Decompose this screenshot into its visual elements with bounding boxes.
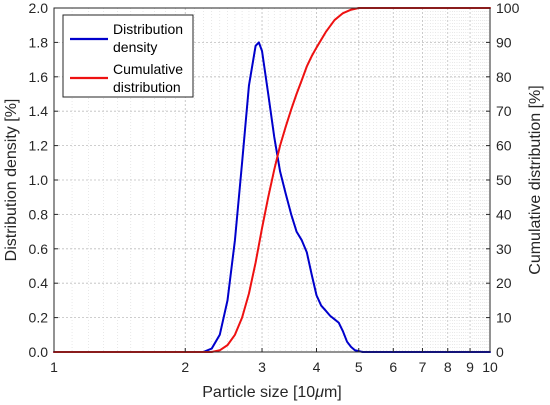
legend-label-density-line1: Distribution [113, 21, 183, 37]
legend: Distribution density Cumulative distribu… [62, 14, 194, 98]
y-right-tick-label: 20 [496, 275, 512, 291]
legend-label-density-line2: density [113, 39, 157, 55]
y-right-tick-label: 10 [496, 310, 512, 326]
y-right-tick-label: 40 [496, 206, 512, 222]
y-right-tick-label: 60 [496, 138, 512, 154]
series-line-cumulative [53, 7, 491, 353]
x-tick-label: 2 [181, 359, 189, 375]
x-tick-label: 4 [313, 359, 321, 375]
series-line-density [53, 41, 491, 353]
x-tick-label: 3 [258, 359, 266, 375]
y-left-tick-label: 1.0 [29, 172, 49, 188]
y-right-axis-title: Cumulative distribution [%] [527, 85, 544, 274]
y-left-tick-label: 1.8 [29, 34, 49, 50]
legend-box [62, 14, 194, 98]
y-left-tick-label: 1.4 [29, 103, 49, 119]
y-left-tick-labels: 0.0 0.2 0.4 0.6 0.8 1.0 1.2 1.4 1.6 1.8 2.0 [29, 0, 58, 360]
y-right-tick-label: 50 [496, 172, 512, 188]
y-left-tick-label: 2.0 [29, 0, 49, 16]
x-tick-label: 10 [482, 359, 498, 375]
y-left-tick-label: 1.6 [29, 69, 49, 85]
grid [54, 8, 490, 352]
x-tick-labels: 1 2 3 4 5 6 7 8 9 10 [50, 348, 498, 375]
y-right-tick-label: 100 [496, 0, 520, 16]
x-tick-label: 8 [444, 359, 452, 375]
y-right-tick-label: 30 [496, 241, 512, 257]
y-right-tick-label: 90 [496, 34, 512, 50]
x-tick-label: 7 [419, 359, 427, 375]
y-left-tick-label: 0.2 [29, 310, 49, 326]
y-left-axis-title: Distribution density [%] [3, 99, 20, 262]
series-layer [53, 7, 491, 353]
x-tick-label: 1 [50, 359, 58, 375]
x-axis-title: Particle size [10μm] [202, 384, 341, 401]
y-right-tick-labels: 0 10 20 30 40 50 60 70 80 90 100 [486, 0, 520, 360]
y-left-tick-label: 0.4 [29, 275, 49, 291]
y-right-tick-label: 0 [496, 344, 504, 360]
x-tick-label: 6 [389, 359, 397, 375]
x-tick-label: 5 [355, 359, 363, 375]
y-left-tick-label: 0.8 [29, 206, 49, 222]
y-right-tick-label: 80 [496, 69, 512, 85]
legend-label-cumulative-line2: distribution [113, 79, 181, 95]
y-left-tick-label: 0.6 [29, 241, 49, 257]
y-left-tick-label: 0.0 [29, 344, 49, 360]
y-right-tick-label: 70 [496, 103, 512, 119]
x-tick-label: 9 [466, 359, 474, 375]
y-left-tick-label: 1.2 [29, 138, 49, 154]
legend-label-cumulative-line1: Cumulative [113, 61, 183, 77]
